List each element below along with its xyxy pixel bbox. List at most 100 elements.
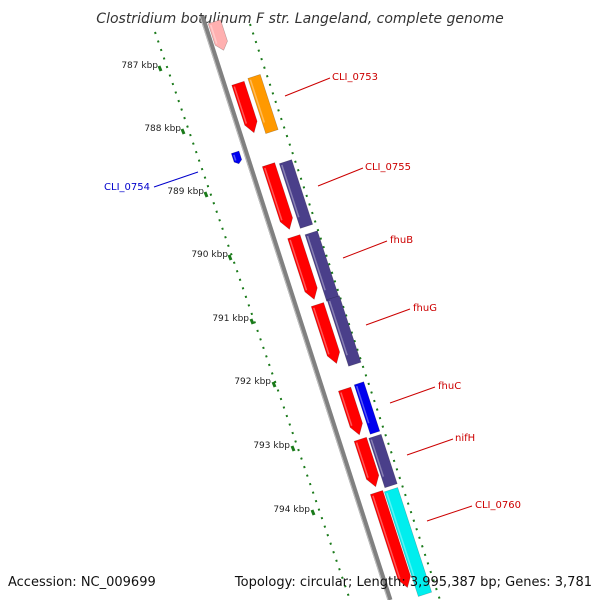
scale-tick: 788 kbp — [144, 124, 186, 135]
genome-backbone-highlight — [199, 15, 389, 600]
gene-highlight — [340, 392, 353, 426]
gene-highlight — [209, 24, 218, 44]
gene-label[interactable]: CLI_0760 — [426, 500, 521, 522]
gene-label[interactable]: nifH — [406, 433, 475, 456]
gene-highlight — [306, 235, 326, 291]
gene-highlight — [355, 442, 369, 478]
gene-feature-fhug[interactable] — [326, 295, 362, 367]
tick-label: 791 kbp — [212, 314, 249, 324]
tick-label: 793 kbp — [253, 441, 290, 451]
tick-mark — [180, 128, 186, 135]
gene-highlight — [386, 492, 418, 586]
gene-label-text: fhuB — [390, 235, 413, 246]
tick-label: 789 kbp — [167, 187, 204, 197]
gene-features — [207, 19, 433, 597]
gene-labels: CLI_0753 CLI_0754 CLI_0755 fhuB fhuG fhuC nifH… — [104, 72, 521, 522]
gene-highlight — [356, 385, 370, 424]
tick-label: 790 kbp — [191, 250, 228, 260]
gene-shape — [353, 436, 380, 488]
label-leader-line — [342, 240, 388, 259]
cds-feature[interactable] — [261, 162, 295, 232]
gene-label[interactable]: fhuG — [365, 303, 437, 326]
gene-shape — [207, 19, 228, 51]
scale-tick: 792 kbp — [234, 377, 277, 388]
gene-shape — [369, 490, 411, 589]
gene-label[interactable]: CLI_0754 — [104, 171, 199, 193]
tick-guide-outer — [249, 23, 441, 600]
gene-highlight — [370, 439, 385, 477]
cds-feature[interactable] — [207, 19, 230, 53]
gene-shape — [278, 159, 314, 229]
gene-feature-cli-0755[interactable] — [278, 159, 314, 229]
tick-mark — [157, 65, 163, 72]
tick-mark — [290, 445, 296, 452]
gene-shape — [326, 295, 362, 367]
gene-shape — [310, 302, 340, 365]
gene-shape — [383, 487, 433, 597]
gene-feature-fhuc[interactable] — [353, 381, 381, 435]
gene-shape — [368, 433, 398, 489]
cds-feature[interactable] — [310, 302, 343, 366]
cds-feature[interactable] — [369, 490, 413, 589]
gene-highlight — [249, 79, 265, 123]
gene-label[interactable]: fhuB — [342, 235, 413, 259]
scale-tick: 793 kbp — [253, 441, 296, 452]
tick-mark — [310, 509, 316, 516]
gene-highlight — [233, 86, 248, 124]
gene-shape — [353, 381, 381, 435]
gene-shape — [261, 162, 293, 230]
genome-summary-text: Topology: circular; Length: 3,995,387 bp… — [234, 575, 592, 590]
gene-label[interactable]: fhuC — [389, 381, 461, 404]
label-leader-line — [426, 505, 473, 522]
gene-highlight — [289, 239, 308, 291]
gene-highlight — [281, 164, 300, 218]
gene-label-text: CLI_0753 — [332, 72, 378, 83]
gene-feature-cli-0760[interactable] — [383, 487, 433, 597]
gene-label-text: CLI_0760 — [475, 500, 521, 511]
gene-label-text: fhuC — [438, 381, 461, 392]
gene-shape — [231, 80, 258, 134]
gene-highlight — [313, 307, 330, 355]
label-leader-line — [389, 386, 436, 404]
gene-shape — [230, 150, 243, 165]
cds-feature[interactable] — [353, 436, 382, 489]
gene-label-text: CLI_0755 — [365, 162, 411, 173]
label-leader-line — [284, 77, 331, 97]
cds-feature[interactable] — [231, 80, 260, 134]
map-title: Clostridium botulinum F str. Langeland, … — [96, 11, 503, 27]
tick-label: 788 kbp — [144, 124, 181, 134]
tick-mark — [227, 254, 233, 261]
cds-feature[interactable] — [338, 386, 365, 437]
gene-label-text: CLI_0754 — [104, 182, 150, 193]
cds-feature[interactable] — [287, 234, 321, 302]
tick-mark — [271, 381, 277, 388]
gene-label[interactable]: CLI_0753 — [284, 72, 378, 97]
tick-label: 787 kbp — [121, 61, 158, 71]
gene-feature-nifh[interactable] — [368, 433, 398, 489]
gene-highlight — [328, 300, 348, 356]
gene-highlight — [233, 154, 237, 161]
gene-shape — [247, 74, 279, 134]
gene-label[interactable]: CLI_0755 — [317, 162, 411, 187]
gene-feature-cli-0754[interactable] — [230, 150, 243, 165]
scale-tick: 791 kbp — [212, 314, 255, 325]
tick-label: 794 kbp — [273, 505, 310, 515]
gene-shape — [287, 234, 318, 300]
scale-ticks: 787 kbp 788 kbp 789 kbp 790 kbp 791 kbp 792 k… — [121, 61, 316, 516]
gene-feature-cli-0753[interactable] — [247, 74, 279, 134]
accession-text: Accession: NC_009699 — [8, 575, 156, 590]
label-leader-line — [317, 167, 364, 187]
label-leader-line — [153, 171, 199, 188]
tick-guide-inner — [154, 31, 351, 600]
gene-shape — [338, 386, 363, 436]
label-leader-line — [365, 308, 411, 326]
gene-label-text: fhuG — [413, 303, 437, 314]
genome-backbone — [199, 15, 393, 600]
gene-highlight — [372, 495, 401, 579]
gene-highlight — [264, 167, 283, 221]
tick-label: 792 kbp — [234, 377, 271, 387]
scale-tick: 794 kbp — [273, 505, 316, 516]
scale-tick: 787 kbp — [121, 61, 163, 72]
